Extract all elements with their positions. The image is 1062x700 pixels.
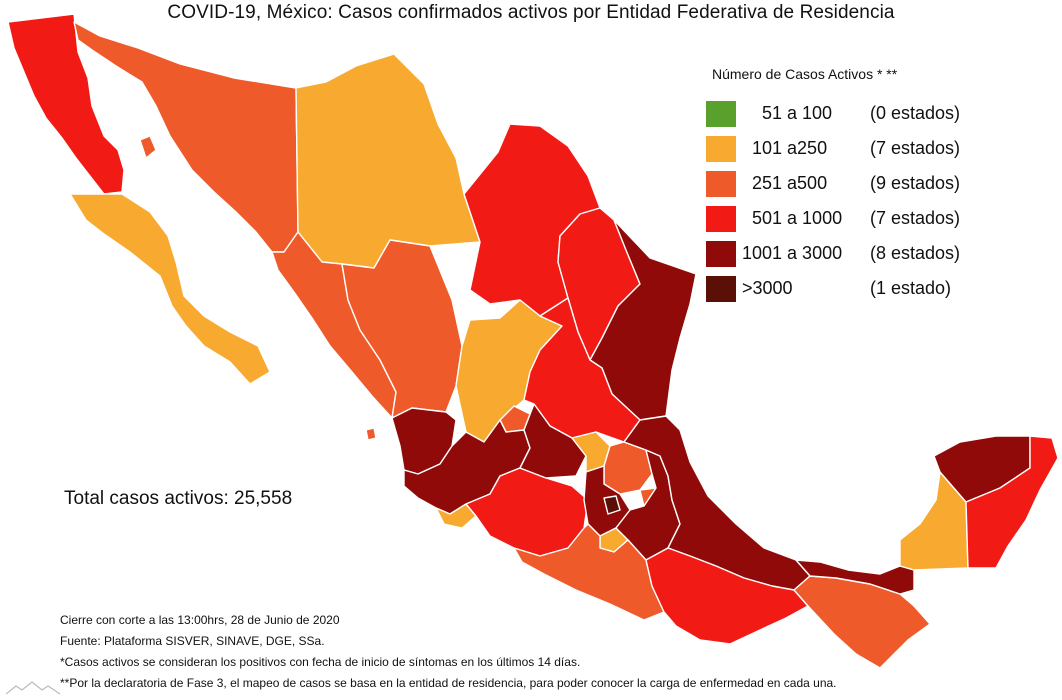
legend-swatch-green: [706, 100, 736, 127]
footnote-source: Fuente: Plataforma SISVER, SINAVE, DGE, …: [60, 634, 325, 648]
legend-item: 251 a500 (9 estados): [706, 166, 960, 201]
legend-range: 101 a250: [752, 138, 828, 158]
footnote-cutoff: Cierre con corte a las 13:00hrs, 28 de J…: [60, 613, 340, 627]
legend-item: 1001 a 3000 (8 estados): [706, 236, 960, 271]
legend-count: (0 estados): [870, 103, 961, 123]
legend-range: 51 a 100: [762, 103, 833, 123]
state-baja-california[interactable]: [7, 13, 125, 195]
map-title: COVID-19, México: Casos confirmados acti…: [167, 2, 895, 23]
island-tiburon: [139, 135, 157, 159]
legend: Número de Casos Activos * ** 51 a 100 (0…: [706, 66, 960, 306]
legend-range: 251 a500: [752, 173, 828, 193]
legend-count: (7 estados): [870, 208, 961, 228]
legend-range: 1001 a 3000: [742, 243, 843, 263]
footnotes: Cierre con corte a las 13:00hrs, 28 de J…: [60, 610, 837, 694]
legend-swatch-dark-red: [706, 240, 736, 267]
legend-count: (9 estados): [870, 173, 961, 193]
state-baja-california-sur[interactable]: [69, 193, 271, 385]
state-guerrero[interactable]: [513, 523, 665, 621]
legend-swatch-red: [706, 205, 736, 232]
legend-item: 51 a 100 (0 estados): [706, 96, 960, 131]
state-tabasco[interactable]: [795, 559, 915, 595]
legend-count: (8 estados): [870, 243, 961, 263]
mountain-logo-icon: [6, 681, 60, 695]
legend-item: 101 a250 (7 estados): [706, 131, 960, 166]
legend-range: 501 a 1000: [752, 208, 843, 228]
footnote-definition: *Casos activos se consideran los positiv…: [60, 655, 581, 669]
legend-count: (7 estados): [870, 138, 961, 158]
legend-item: >3000 (1 estado): [706, 271, 960, 306]
state-chihuahua[interactable]: [295, 53, 481, 269]
legend-item: 501 a 1000 (7 estados): [706, 201, 960, 236]
state-oaxaca[interactable]: [645, 547, 809, 645]
state-guanajuato[interactable]: [519, 403, 587, 479]
legend-swatch-yellow: [706, 135, 736, 162]
legend-count: (1 estado): [870, 278, 952, 298]
state-quintana-roo[interactable]: [965, 435, 1059, 569]
state-durango[interactable]: [341, 239, 463, 419]
legend-swatch-orange: [706, 170, 736, 197]
legend-title: Número de Casos Activos * **: [712, 66, 898, 82]
state-ciudad-de-mexico[interactable]: [603, 495, 621, 515]
island-socorro: [365, 427, 377, 441]
legend-swatch-maroon: [706, 275, 736, 302]
legend-range: >3000: [742, 278, 793, 298]
total-active-cases: Total casos activos: 25,558: [64, 488, 293, 509]
state-sonora[interactable]: [73, 21, 299, 253]
footnote-phase3: **Por la declaratoria de Fase 3, el mape…: [60, 676, 837, 690]
